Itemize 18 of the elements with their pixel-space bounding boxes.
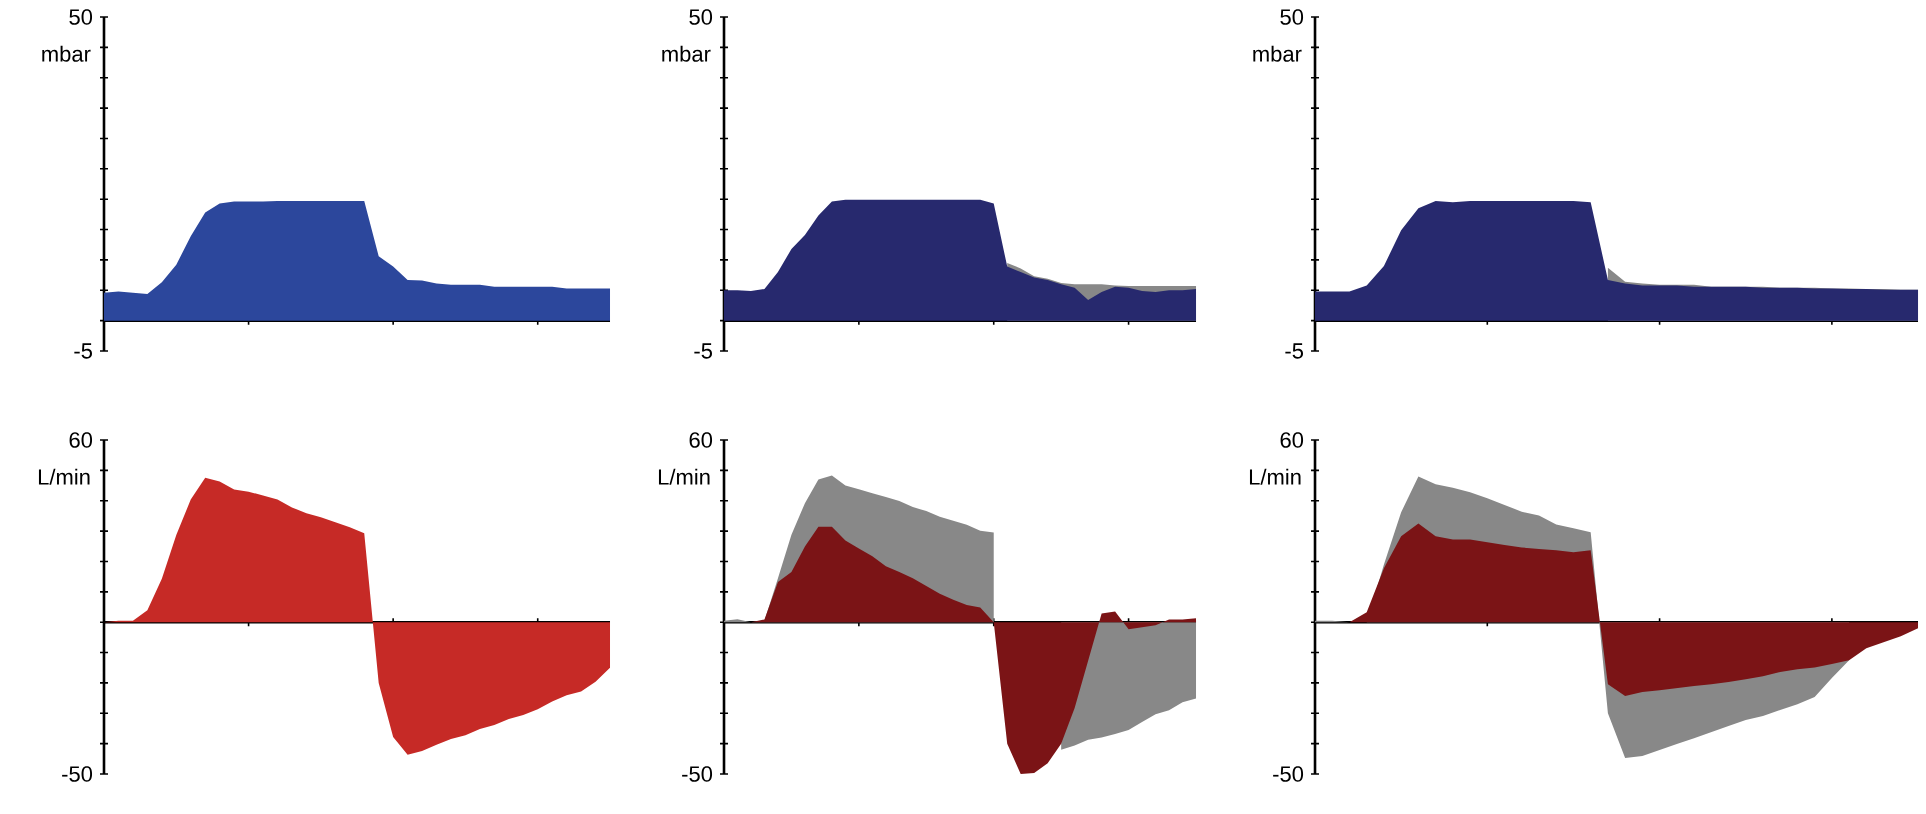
y-axis-title: L/min (38, 468, 90, 485)
y-axis-title: mbar (42, 45, 91, 62)
y-tick-label: 60 (69, 432, 93, 448)
y-tick-label: -5 (1285, 343, 1304, 359)
y-tick-label: -50 (1273, 766, 1304, 782)
y-axis-title: L/min (658, 468, 710, 485)
y-tick-label: 50 (1280, 9, 1304, 25)
y-tick-label: 60 (1280, 432, 1304, 448)
y-tick-label: 50 (69, 9, 93, 25)
y-axis-title: mbar (1253, 45, 1302, 62)
y-tick-label: -5 (694, 343, 712, 359)
y-tick-label: 50 (689, 9, 713, 25)
y-tick-label: -50 (62, 766, 93, 782)
y-tick-label: -50 (682, 766, 713, 782)
y-tick-label: 60 (689, 432, 713, 448)
y-axis-title: L/min (1249, 468, 1301, 485)
y-axis-title: mbar (662, 45, 711, 62)
y-tick-label: -5 (74, 343, 92, 359)
